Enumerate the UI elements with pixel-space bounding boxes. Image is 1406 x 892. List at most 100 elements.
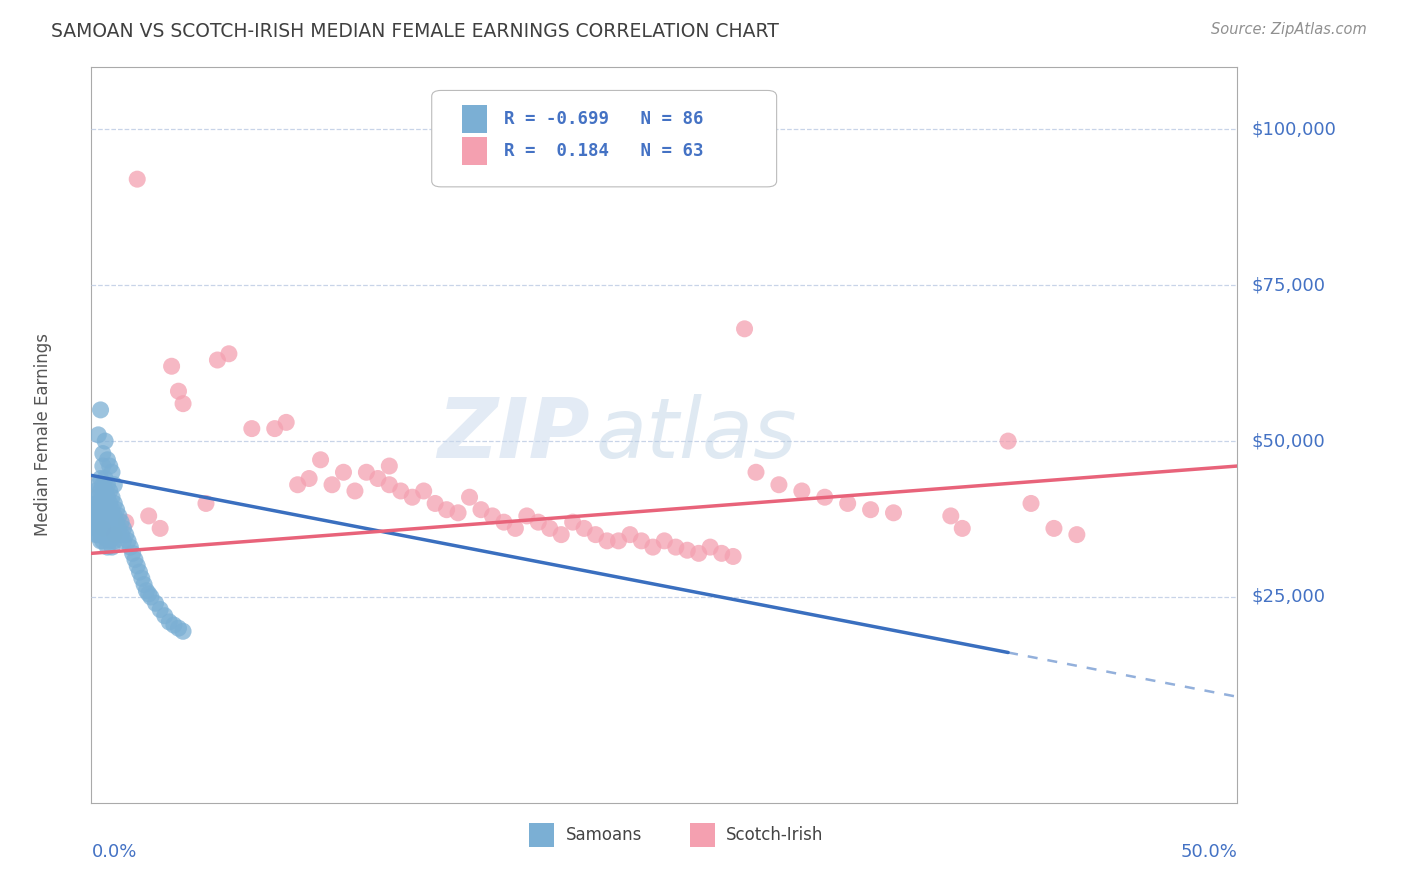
Point bbox=[90, 496, 112, 510]
Point bbox=[458, 490, 481, 504]
Point bbox=[90, 515, 112, 529]
Point bbox=[101, 540, 124, 554]
Point bbox=[309, 452, 332, 467]
Point bbox=[87, 490, 110, 504]
Point bbox=[90, 403, 112, 417]
Point bbox=[101, 502, 124, 516]
Point bbox=[103, 533, 125, 548]
Point bbox=[768, 477, 790, 491]
Text: $75,000: $75,000 bbox=[1251, 277, 1324, 294]
Point bbox=[117, 533, 139, 548]
Point bbox=[160, 359, 183, 374]
Point bbox=[287, 477, 309, 491]
Point bbox=[516, 508, 538, 523]
Point bbox=[149, 521, 172, 535]
Text: Scotch-Irish: Scotch-Irish bbox=[727, 826, 824, 844]
Point bbox=[84, 521, 107, 535]
Point bbox=[98, 533, 121, 548]
Point bbox=[94, 434, 117, 448]
Point bbox=[87, 477, 110, 491]
Point bbox=[734, 322, 756, 336]
Point bbox=[101, 515, 124, 529]
Point bbox=[745, 465, 768, 479]
Point bbox=[837, 496, 859, 510]
Point bbox=[112, 533, 135, 548]
Point bbox=[91, 521, 114, 535]
Point bbox=[94, 471, 117, 485]
Point bbox=[103, 477, 125, 491]
Point bbox=[139, 590, 162, 604]
Point bbox=[96, 477, 118, 491]
Point bbox=[90, 521, 112, 535]
Text: R =  0.184   N = 63: R = 0.184 N = 63 bbox=[503, 142, 703, 160]
Point bbox=[103, 521, 125, 535]
Point bbox=[98, 458, 121, 473]
Point bbox=[263, 422, 285, 436]
Point bbox=[172, 624, 194, 639]
Point bbox=[105, 515, 128, 529]
Point bbox=[721, 549, 744, 564]
Point bbox=[423, 496, 446, 510]
Point bbox=[240, 422, 263, 436]
Point bbox=[83, 502, 105, 516]
Point bbox=[378, 477, 401, 491]
Point bbox=[87, 515, 110, 529]
Point bbox=[135, 583, 157, 598]
Point bbox=[814, 490, 837, 504]
Point bbox=[619, 527, 641, 541]
Point bbox=[98, 496, 121, 510]
Point bbox=[101, 527, 124, 541]
Point bbox=[481, 508, 503, 523]
Point bbox=[585, 527, 607, 541]
Point bbox=[665, 540, 688, 554]
Point bbox=[630, 533, 652, 548]
Point bbox=[207, 353, 229, 368]
Point bbox=[103, 508, 125, 523]
Point bbox=[298, 471, 321, 485]
Point bbox=[87, 521, 110, 535]
Point bbox=[91, 477, 114, 491]
Point bbox=[149, 602, 172, 616]
Point bbox=[96, 515, 118, 529]
Point bbox=[121, 546, 143, 560]
Point bbox=[103, 527, 125, 541]
Text: Median Female Earnings: Median Female Earnings bbox=[34, 334, 52, 536]
Point bbox=[378, 458, 401, 473]
Point bbox=[114, 527, 136, 541]
Point bbox=[91, 458, 114, 473]
Point bbox=[447, 506, 470, 520]
Point bbox=[561, 515, 583, 529]
Point bbox=[492, 515, 515, 529]
Point bbox=[124, 552, 146, 566]
Point bbox=[96, 527, 118, 541]
Point bbox=[96, 540, 118, 554]
Point bbox=[882, 506, 904, 520]
Point bbox=[997, 434, 1019, 448]
Point bbox=[96, 452, 118, 467]
Point bbox=[401, 490, 423, 504]
Bar bbox=[529, 823, 554, 847]
FancyBboxPatch shape bbox=[432, 90, 776, 186]
Bar bbox=[461, 105, 486, 133]
Point bbox=[699, 540, 721, 554]
Point bbox=[91, 446, 114, 460]
Point bbox=[688, 546, 710, 560]
Point bbox=[163, 618, 186, 632]
Point bbox=[83, 508, 105, 523]
Text: $100,000: $100,000 bbox=[1251, 120, 1336, 138]
Point bbox=[276, 416, 298, 430]
Point bbox=[550, 527, 572, 541]
Point bbox=[343, 483, 366, 498]
Point bbox=[127, 558, 149, 573]
Point bbox=[87, 427, 110, 442]
Text: 0.0%: 0.0% bbox=[91, 843, 136, 862]
Point bbox=[110, 515, 132, 529]
Text: SAMOAN VS SCOTCH-IRISH MEDIAN FEMALE EARNINGS CORRELATION CHART: SAMOAN VS SCOTCH-IRISH MEDIAN FEMALE EAR… bbox=[51, 22, 779, 41]
Point bbox=[138, 508, 160, 523]
Point bbox=[332, 465, 354, 479]
Point bbox=[90, 533, 112, 548]
Text: Samoans: Samoans bbox=[565, 826, 643, 844]
Point bbox=[1019, 496, 1042, 510]
Point bbox=[98, 508, 121, 523]
Point bbox=[194, 496, 217, 510]
